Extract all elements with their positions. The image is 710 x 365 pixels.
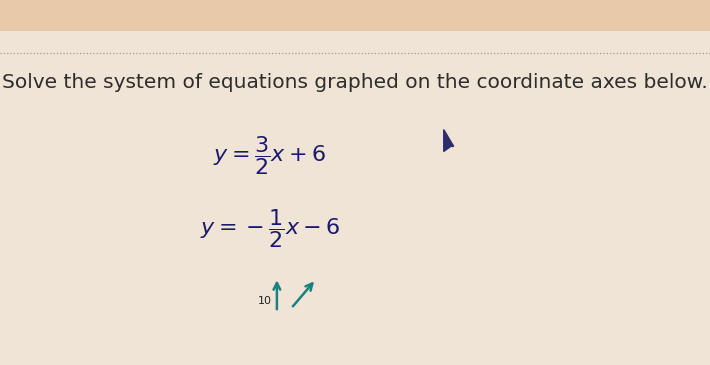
Text: Solve the system of equations graphed on the coordinate axes below.: Solve the system of equations graphed on… [2, 73, 708, 92]
Text: $y = -\dfrac{1}{2}x - 6$: $y = -\dfrac{1}{2}x - 6$ [200, 207, 340, 250]
Bar [0, 0, 710, 31]
Text: $y = \dfrac{3}{2}x + 6$: $y = \dfrac{3}{2}x + 6$ [213, 134, 327, 177]
Polygon shape [444, 130, 454, 151]
Text: 10: 10 [258, 296, 272, 306]
